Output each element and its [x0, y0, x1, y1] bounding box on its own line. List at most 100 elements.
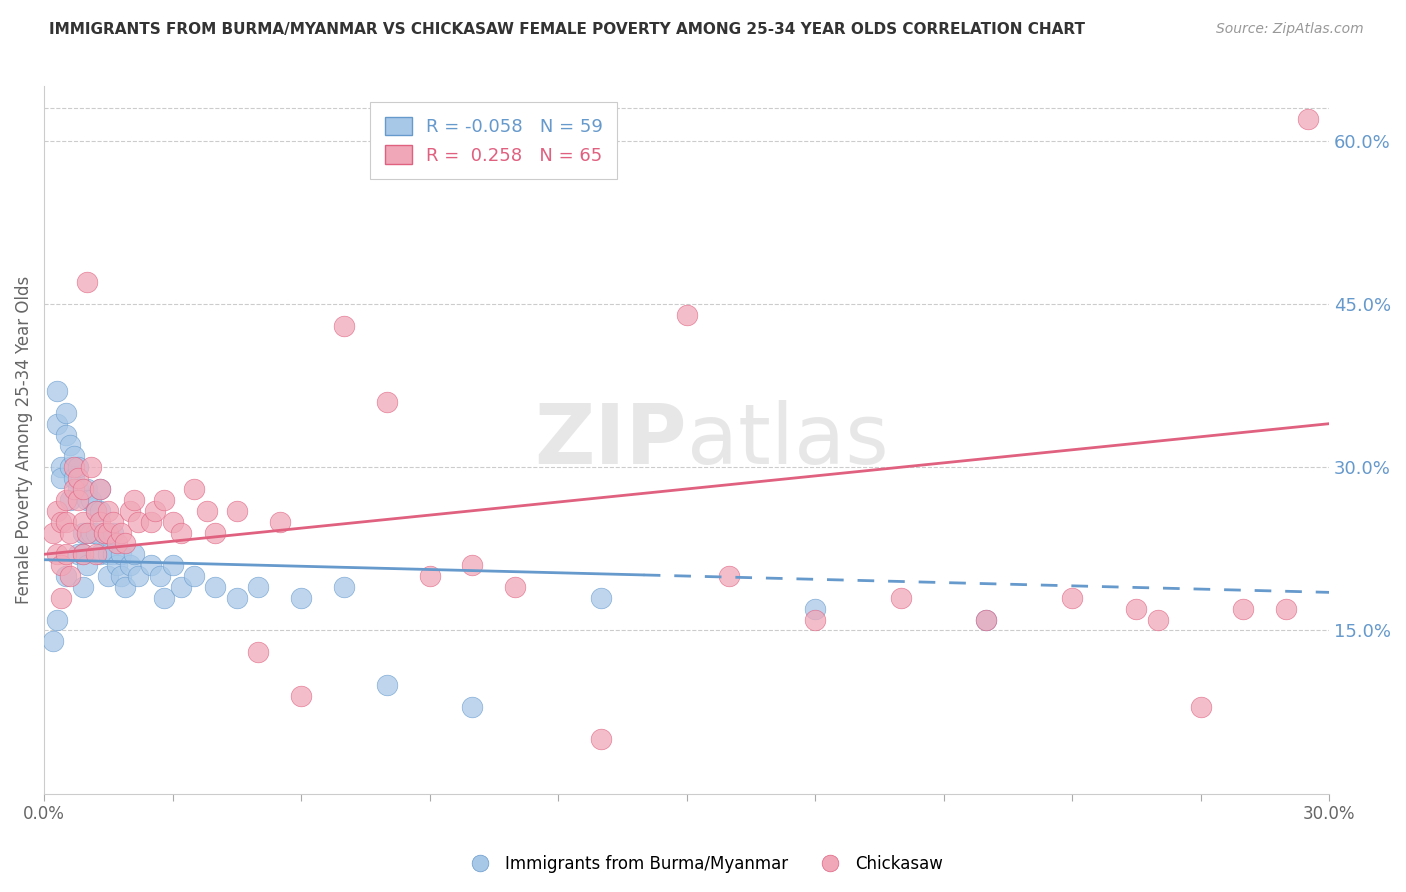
Point [1189, 699, 1212, 714]
Point [76, 492, 98, 507]
Point [122, 492, 145, 507]
Point [183, 482, 205, 496]
Point [67, 471, 90, 485]
Point [84, 504, 107, 518]
Point [333, 318, 356, 333]
Point [72, 515, 94, 529]
Point [162, 558, 184, 573]
Point [976, 613, 998, 627]
Point [204, 580, 226, 594]
Point [110, 569, 132, 583]
Point [105, 558, 128, 573]
Point [114, 580, 136, 594]
Point [46, 504, 69, 518]
Point [76, 275, 98, 289]
Point [51, 460, 73, 475]
Point [84, 547, 107, 561]
Point [46, 384, 69, 398]
Text: Source: ZipAtlas.com: Source: ZipAtlas.com [1216, 22, 1364, 37]
Point [67, 482, 90, 496]
Point [675, 308, 697, 322]
Point [162, 515, 184, 529]
Point [170, 580, 193, 594]
Point [149, 569, 172, 583]
Point [247, 580, 270, 594]
Point [1232, 601, 1254, 615]
Point [72, 547, 94, 561]
Point [1060, 591, 1083, 605]
Point [41, 634, 63, 648]
Point [976, 613, 998, 627]
Text: atlas: atlas [686, 400, 889, 481]
Point [153, 591, 176, 605]
Point [72, 525, 94, 540]
Point [114, 536, 136, 550]
Point [63, 471, 86, 485]
Point [375, 678, 398, 692]
Point [170, 525, 193, 540]
Point [195, 504, 218, 518]
Point [80, 492, 103, 507]
Point [225, 504, 247, 518]
Point [127, 569, 149, 583]
Point [1125, 601, 1147, 615]
Point [97, 525, 120, 540]
Point [46, 547, 69, 561]
Point [59, 525, 82, 540]
Text: ZIP: ZIP [534, 400, 686, 481]
Point [93, 525, 115, 540]
Point [46, 613, 69, 627]
Point [118, 558, 141, 573]
Point [145, 504, 167, 518]
Point [804, 601, 827, 615]
Point [1275, 601, 1298, 615]
Point [461, 558, 484, 573]
Point [67, 460, 90, 475]
Point [84, 525, 107, 540]
Point [51, 591, 73, 605]
Point [59, 438, 82, 452]
Point [51, 515, 73, 529]
Point [72, 580, 94, 594]
Point [110, 547, 132, 561]
Point [67, 492, 90, 507]
Point [204, 525, 226, 540]
Point [59, 492, 82, 507]
Point [89, 482, 111, 496]
Point [84, 504, 107, 518]
Point [101, 515, 124, 529]
Legend: R = -0.058   N = 59, R =  0.258   N = 65: R = -0.058 N = 59, R = 0.258 N = 65 [370, 103, 617, 179]
Point [333, 580, 356, 594]
Point [97, 547, 120, 561]
Point [76, 525, 98, 540]
Point [76, 558, 98, 573]
Point [101, 525, 124, 540]
Point [93, 525, 115, 540]
Point [89, 504, 111, 518]
Point [290, 591, 312, 605]
Point [290, 689, 312, 703]
Text: IMMIGRANTS FROM BURMA/MYANMAR VS CHICKASAW FEMALE POVERTY AMONG 25-34 YEAR OLDS : IMMIGRANTS FROM BURMA/MYANMAR VS CHICKAS… [49, 22, 1085, 37]
Point [51, 471, 73, 485]
Point [105, 536, 128, 550]
Point [804, 613, 827, 627]
Point [589, 732, 612, 747]
Point [127, 515, 149, 529]
Point [80, 525, 103, 540]
Point [718, 569, 741, 583]
Point [55, 569, 77, 583]
Point [122, 547, 145, 561]
Point [97, 504, 120, 518]
Point [589, 591, 612, 605]
Point [890, 591, 912, 605]
Point [63, 460, 86, 475]
Point [63, 482, 86, 496]
Point [72, 547, 94, 561]
Point [76, 525, 98, 540]
Point [55, 492, 77, 507]
Legend: Immigrants from Burma/Myanmar, Chickasaw: Immigrants from Burma/Myanmar, Chickasaw [457, 848, 949, 880]
Point [41, 525, 63, 540]
Point [461, 699, 484, 714]
Point [55, 515, 77, 529]
Point [1146, 613, 1168, 627]
